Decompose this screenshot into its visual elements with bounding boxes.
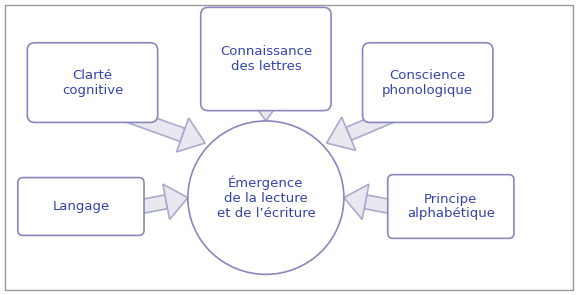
Text: Connaissance
des lettres: Connaissance des lettres (220, 45, 312, 73)
Polygon shape (258, 93, 274, 103)
Text: Langage: Langage (52, 200, 110, 213)
FancyBboxPatch shape (5, 5, 573, 290)
Polygon shape (344, 184, 369, 219)
Text: Principe
alphabétique: Principe alphabétique (407, 193, 495, 220)
Polygon shape (163, 184, 188, 219)
Polygon shape (176, 118, 205, 152)
Text: Conscience
phonologique: Conscience phonologique (382, 69, 473, 96)
Polygon shape (346, 109, 396, 140)
FancyBboxPatch shape (18, 178, 144, 235)
FancyBboxPatch shape (27, 43, 158, 122)
Polygon shape (327, 117, 355, 150)
Polygon shape (364, 195, 391, 213)
Text: Clarté
cognitive: Clarté cognitive (62, 69, 123, 96)
Polygon shape (140, 195, 168, 213)
Polygon shape (125, 109, 185, 142)
Text: Émergence
de la lecture
et de l’écriture: Émergence de la lecture et de l’écriture (217, 176, 315, 220)
FancyBboxPatch shape (362, 43, 493, 122)
Polygon shape (246, 93, 286, 121)
FancyBboxPatch shape (388, 175, 514, 238)
Ellipse shape (188, 121, 344, 274)
FancyBboxPatch shape (201, 7, 331, 111)
